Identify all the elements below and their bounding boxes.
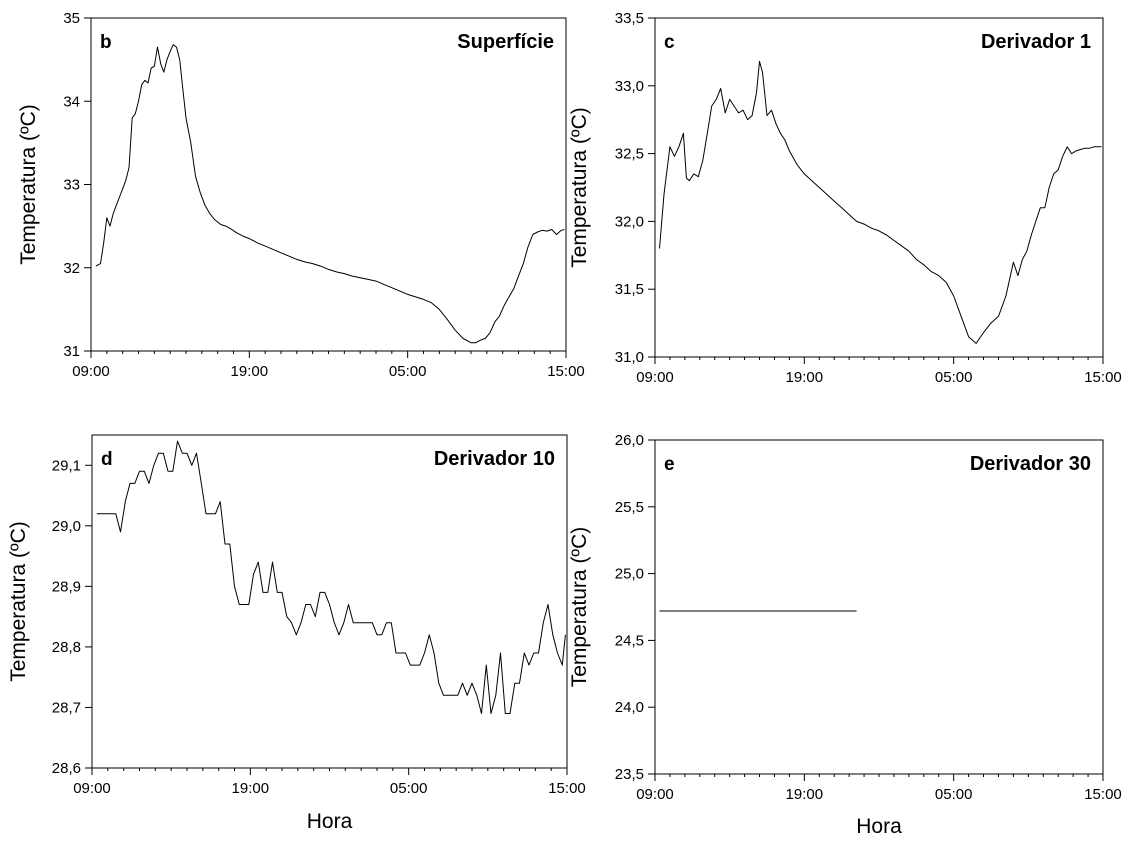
y-tick-label: 31,0 [615, 349, 644, 366]
x-tick-label: 15:00 [547, 363, 585, 380]
x-tick-label: 19:00 [232, 780, 270, 797]
y-tick-label: 25,0 [615, 566, 644, 583]
series-line [96, 440, 566, 714]
panel-letter: b [100, 32, 112, 53]
panel-letter: e [664, 454, 675, 475]
y-tick-label: 35 [63, 10, 80, 27]
x-tick-label: 15:00 [1084, 786, 1122, 803]
x-tick-label: 09:00 [72, 363, 110, 380]
y-tick-label: 24,5 [615, 632, 644, 649]
x-tick-label: 09:00 [636, 369, 674, 386]
series-line [95, 44, 565, 344]
plot-frame [654, 17, 1104, 358]
x-tick-label: 05:00 [935, 786, 973, 803]
panel-letter: d [101, 449, 113, 470]
panel-e-derivador-30: 09:00 19:00 05:00 15:00 23,5 24,0 24,5 25,0 25,5… [568, 432, 1122, 838]
x-tick-label: 05:00 [390, 780, 428, 797]
y-tick-label: 25,5 [615, 499, 644, 516]
y-axis-label: Temperatura (ºC) [17, 104, 40, 265]
x-axis-label: Hora [856, 815, 902, 838]
y-axis-label: Temperatura (ºC) [568, 107, 591, 268]
y-tick-label: 33,5 [615, 10, 644, 27]
series-line [659, 60, 1102, 344]
x-axis-label: Hora [307, 810, 353, 833]
y-tick-label: 28,8 [52, 639, 81, 656]
y-tick-label: 24,0 [615, 699, 644, 716]
y-tick-label: 31,5 [615, 281, 644, 298]
x-tick-label: 09:00 [73, 780, 111, 797]
y-tick-label: 28,6 [52, 760, 81, 777]
y-tick-label: 29,1 [52, 457, 81, 474]
y-tick-label: 23,5 [615, 766, 644, 783]
y-axis-label: Temperatura (ºC) [568, 527, 591, 688]
y-tick-label: 32,5 [615, 146, 644, 163]
x-tick-label: 15:00 [1084, 369, 1122, 386]
plot-frame [654, 439, 1104, 775]
x-tick-label: 15:00 [548, 780, 586, 797]
x-tick-label: 05:00 [935, 369, 973, 386]
x-tick-label: 19:00 [231, 363, 269, 380]
y-tick-label: 26,0 [615, 432, 644, 449]
panel-title: Derivador 10 [434, 448, 555, 470]
x-tick-label: 05:00 [389, 363, 427, 380]
y-tick-label: 31 [63, 343, 80, 360]
plot-frame [91, 434, 568, 769]
panel-title: Derivador 1 [981, 31, 1091, 53]
y-tick-label: 28,9 [52, 578, 81, 595]
y-tick-label: 33,0 [615, 78, 644, 95]
y-tick-label: 28,7 [52, 699, 81, 716]
panel-b-superficie: 09:00 19:00 05:00 15:00 31 32 33 34 35 Temperatur… [17, 10, 585, 380]
x-tick-label: 19:00 [786, 786, 824, 803]
y-tick-label: 33 [63, 177, 80, 194]
y-tick-label: 32,0 [615, 213, 644, 230]
panel-c-derivador-1: 09:00 19:00 05:00 15:00 31,0 31,5 32,0 32,5 33,0… [568, 10, 1122, 386]
x-tick-label: 09:00 [636, 786, 674, 803]
x-tick-label: 19:00 [786, 369, 824, 386]
panel-title: Superfície [457, 31, 554, 53]
panel-title: Derivador 30 [970, 453, 1091, 475]
panel-letter: c [664, 32, 675, 53]
y-tick-label: 29,0 [52, 518, 81, 535]
y-axis-label: Temperatura (ºC) [7, 521, 30, 682]
panel-d-derivador-10: 09:00 19:00 05:00 15:00 28,6 28,7 28,8 28,9 29,0… [7, 434, 586, 833]
y-tick-label: 34 [63, 93, 80, 110]
y-tick-label: 32 [63, 260, 80, 277]
